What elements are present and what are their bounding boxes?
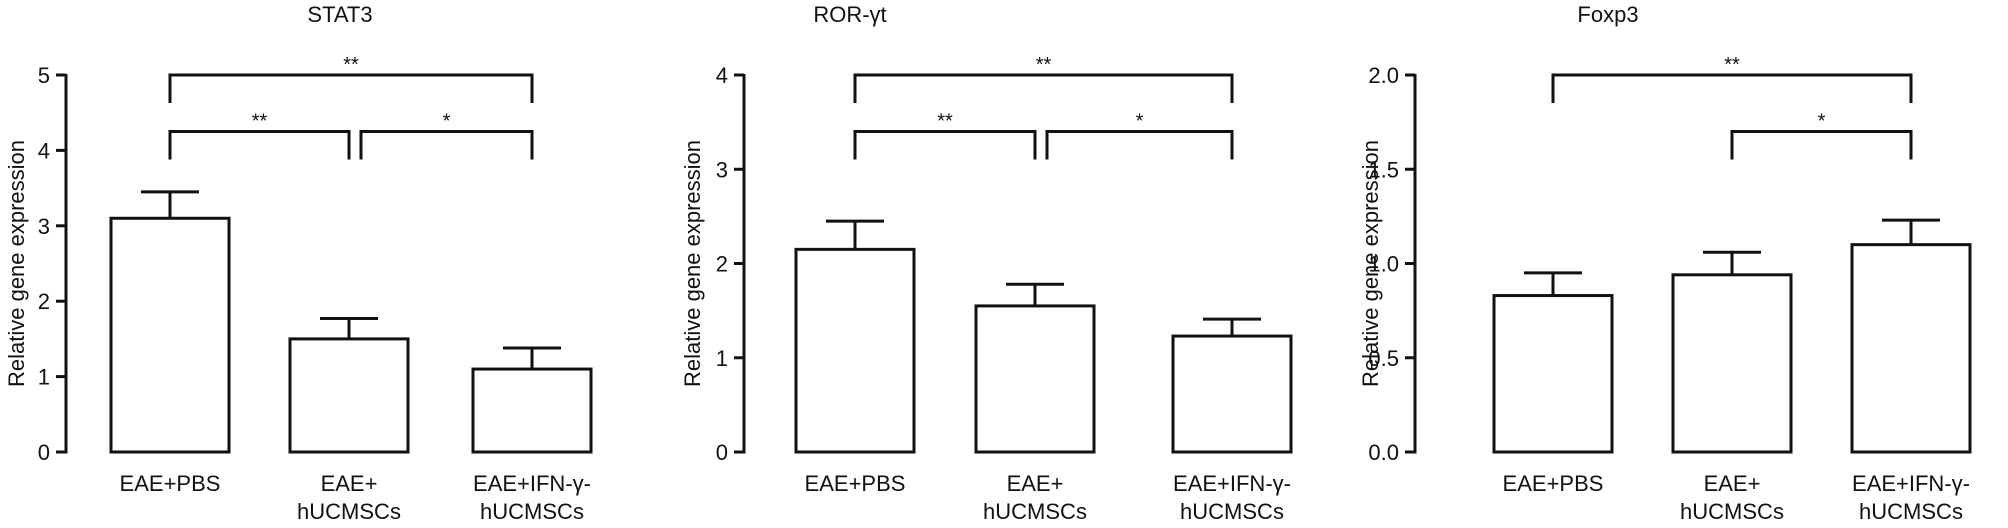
chart-title: STAT3 xyxy=(307,2,372,27)
significance-bracket xyxy=(1045,130,1234,160)
x-tick-label: hUCMSCs xyxy=(1680,499,1784,524)
significance-label: * xyxy=(1818,111,1826,133)
chart-title: Foxp3 xyxy=(1577,2,1638,27)
x-tick-label: hUCMSCs xyxy=(1859,499,1963,524)
y-tick-label: 2 xyxy=(716,252,728,277)
significance-bracket xyxy=(1730,130,1913,160)
significance-bracket xyxy=(853,73,1234,103)
y-tick-label: 0 xyxy=(716,440,728,465)
chart-title: ROR-γt xyxy=(813,2,886,27)
significance-bracket xyxy=(853,130,1037,160)
significance-bracket xyxy=(168,73,534,103)
y-tick-label: 4 xyxy=(716,63,728,88)
y-tick-label: 3 xyxy=(38,214,50,239)
bar xyxy=(974,304,1096,454)
significance-label: * xyxy=(1136,111,1144,133)
bar xyxy=(1850,243,1972,454)
bar xyxy=(1171,334,1293,454)
x-tick-label: EAE+IFN-γ- xyxy=(1852,471,1970,496)
x-tick-label: EAE+IFN-γ- xyxy=(473,471,591,496)
bar xyxy=(794,247,916,454)
bar xyxy=(1671,273,1793,454)
significance-label: ** xyxy=(1724,54,1740,76)
x-tick-label: EAE+IFN-γ- xyxy=(1173,471,1291,496)
x-tick-label: hUCMSCs xyxy=(297,499,401,524)
bar xyxy=(471,367,593,454)
y-tick-label: 3 xyxy=(716,157,728,182)
significance-label: ** xyxy=(343,54,359,76)
x-tick-label: hUCMSCs xyxy=(480,499,584,524)
y-tick-label: 0.5 xyxy=(1368,346,1399,371)
x-tick-label: EAE+ xyxy=(1007,471,1064,496)
y-tick-label: 2.0 xyxy=(1368,63,1399,88)
y-axis-label: Relative gene expression xyxy=(1358,140,1383,387)
significance-label: * xyxy=(443,111,451,133)
x-tick-label: EAE+PBS xyxy=(805,471,906,496)
y-tick-label: 1 xyxy=(716,346,728,371)
x-tick-label: EAE+ xyxy=(1704,471,1761,496)
bar xyxy=(109,216,231,454)
x-tick-label: EAE+PBS xyxy=(120,471,221,496)
x-tick-label: hUCMSCs xyxy=(1180,499,1284,524)
y-tick-label: 2 xyxy=(38,289,50,314)
significance-bracket xyxy=(1551,73,1913,103)
y-tick-label: 5 xyxy=(38,63,50,88)
bar xyxy=(1492,294,1614,454)
x-tick-label: EAE+ xyxy=(321,471,378,496)
significance-bracket xyxy=(168,130,351,160)
y-tick-label: 1.0 xyxy=(1368,252,1399,277)
y-tick-label: 0.0 xyxy=(1368,440,1399,465)
y-axis-label: Relative gene expression xyxy=(680,140,705,387)
y-tick-label: 0 xyxy=(38,440,50,465)
x-tick-label: hUCMSCs xyxy=(983,499,1087,524)
significance-label: ** xyxy=(1036,54,1052,76)
y-tick-label: 1.5 xyxy=(1368,157,1399,182)
x-tick-label: EAE+PBS xyxy=(1503,471,1604,496)
bar xyxy=(288,337,410,454)
significance-bracket xyxy=(359,130,534,160)
significance-label: ** xyxy=(252,111,268,133)
y-axis-label: Relative gene expression xyxy=(4,140,29,387)
significance-label: ** xyxy=(937,111,953,133)
y-tick-label: 4 xyxy=(38,138,50,163)
y-tick-label: 1 xyxy=(38,365,50,390)
